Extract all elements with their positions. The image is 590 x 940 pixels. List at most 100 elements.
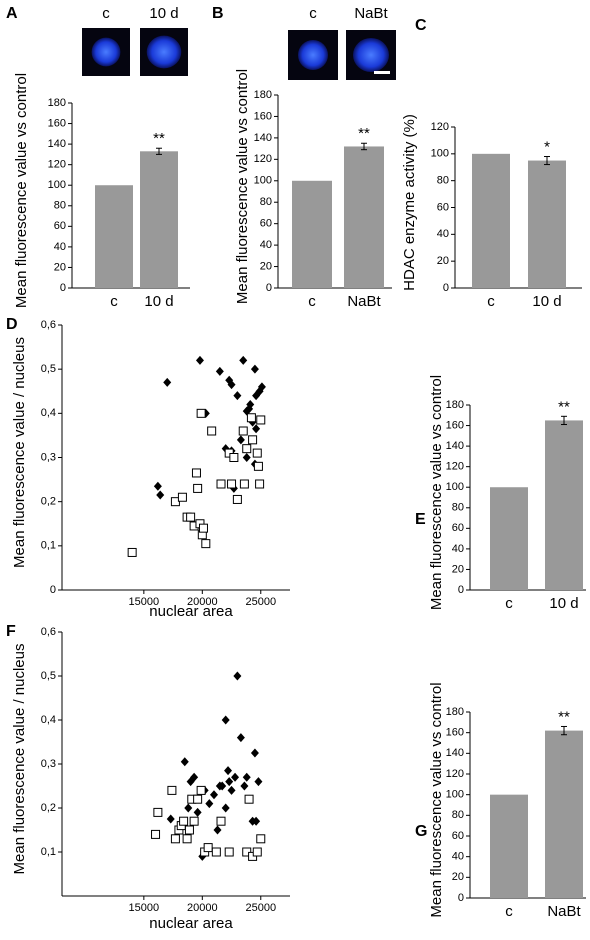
y-tick-label: 0 [50,584,56,596]
x-tick-label: 10 d [144,293,173,310]
y-tick-label: 160 [446,419,464,431]
y-tick-label: 180 [446,399,464,411]
bar [545,420,583,590]
point [184,825,194,835]
y-tick-label: 0 [443,282,449,294]
point [215,366,224,376]
y-tick-label: 0,3 [41,451,56,463]
y-tick-label: 20 [437,255,449,267]
x-tick-label: 10 d [549,595,578,612]
nucleus [298,40,328,70]
point [242,444,252,454]
x-tick-label: 20000 [187,902,218,914]
nucleus [146,35,182,69]
point [153,807,163,817]
significance: * [544,138,550,155]
y-tick-label: 60 [452,522,464,534]
y-tick-label: 20 [260,260,272,272]
point [156,490,165,500]
point [207,426,217,436]
y-tick-label: 40 [260,239,272,251]
y-tick-label: 0 [458,584,464,596]
x-tick-label: c [110,293,118,310]
y-tick-label: 100 [48,179,66,191]
y-tick-label: 160 [48,117,66,129]
y-tick-label: 0,1 [41,540,56,552]
point [242,772,251,782]
y-tick-label: 0 [458,892,464,904]
point [221,803,230,813]
y-tick-label: 20 [452,563,464,575]
y-tick-label: 60 [437,201,449,213]
point [195,355,204,365]
point [227,380,236,390]
point [256,834,266,844]
y-tick-label: 180 [446,706,464,718]
y-tick-label: 0,2 [41,802,56,814]
significance: ** [358,125,370,142]
error-bar [544,156,550,166]
point [250,364,259,374]
x-tick-label: c [487,293,495,310]
point [256,415,266,425]
point [229,453,239,462]
nucleus [91,37,121,67]
y-tick-label: 60 [452,830,464,842]
bar [490,794,528,898]
y-tick-label: 120 [48,159,66,171]
panel-letter: F [6,623,16,640]
x-tick-label: 25000 [245,596,276,608]
y-tick-label: 40 [437,228,449,240]
point [177,492,187,502]
panel-letter: B [212,5,224,22]
point [236,733,245,743]
point [163,377,172,387]
y-axis-label: Mean fluorescence value vs control [13,73,30,308]
point [166,814,175,824]
significance: ** [558,708,570,725]
point [252,424,261,434]
error-bar [561,725,567,736]
y-tick-label: 0 [266,282,272,294]
point [252,448,262,458]
y-tick-label: 120 [446,768,464,780]
x-tick-label: 15000 [129,902,160,914]
panel-letter: G [415,823,427,840]
y-tick-label: 20 [452,871,464,883]
point [252,816,261,826]
point [232,494,242,504]
point [225,777,234,787]
point [179,816,189,826]
point [252,847,262,857]
y-tick-label: 0,1 [41,846,56,858]
bar [472,153,510,288]
y-tick-label: 40 [452,851,464,863]
y-tick-label: 0,2 [41,496,56,508]
image-label: c [309,5,317,22]
panel-letter: C [415,17,427,34]
image-label: c [102,5,110,22]
y-tick-label: 40 [54,241,66,253]
point [151,829,161,839]
y-tick-label: 0 [60,282,66,294]
y-tick-label: 120 [446,461,464,473]
y-tick-label: 0,3 [41,758,56,770]
point [203,843,213,853]
x-axis-label: nuclear area [149,603,233,620]
x-tick-label: 25000 [245,902,276,914]
point [196,408,206,418]
error-bar [361,142,367,151]
scale-bar [374,71,390,74]
point [193,483,203,493]
point [218,781,227,791]
y-axis-label: Mean fluorescence value / nucleus [11,644,28,875]
y-tick-label: 80 [437,175,449,187]
x-tick-label: NaBt [547,903,581,920]
point [238,426,248,436]
y-tick-label: 180 [48,97,66,109]
nucleus [353,38,389,72]
point [216,479,226,489]
point [216,816,226,826]
point [211,847,221,857]
